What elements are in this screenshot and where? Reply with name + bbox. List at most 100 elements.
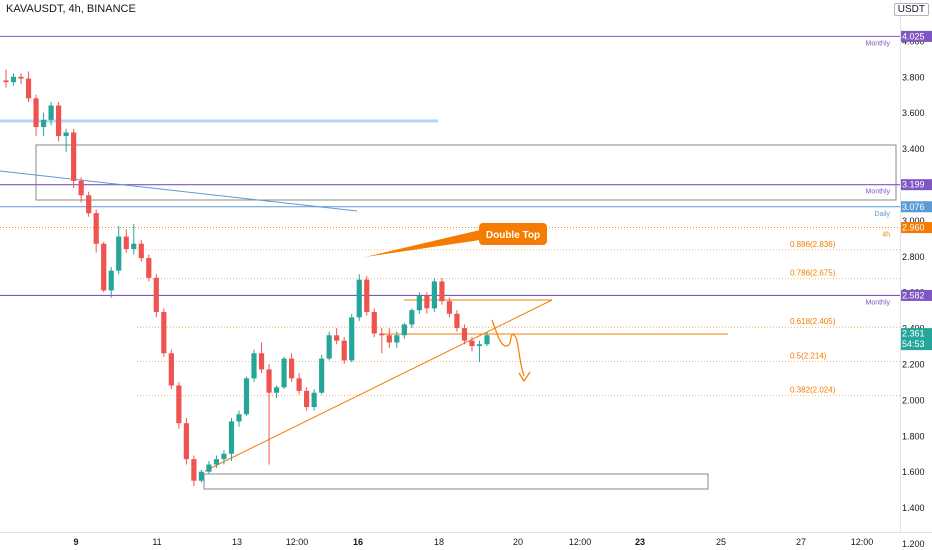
currency-badge[interactable]: USDT [893, 3, 929, 16]
x-tick-9: 25 [716, 537, 726, 547]
candle-body-38 [288, 358, 295, 379]
candle-body-62 [469, 340, 475, 347]
candle-body-39 [296, 378, 302, 391]
price-tag-bg-3 [900, 222, 932, 234]
x-tick-2: 13 [232, 537, 242, 547]
candle-body-4 [33, 98, 39, 128]
candle-body-7 [56, 105, 62, 137]
ascending-trendline [204, 299, 553, 472]
candle-body-40 [304, 390, 310, 408]
y-tick-13: 1.400 [902, 503, 925, 513]
candle-body-34 [258, 353, 265, 370]
candle-body-60 [454, 313, 460, 329]
descending-trendline [0, 170, 358, 212]
x-tick-4: 16 [353, 537, 363, 547]
double-top-pointer [365, 230, 480, 257]
candle-body-3 [25, 78, 32, 99]
candle-body-42 [319, 358, 325, 393]
price-tag-3: 2.960 [902, 223, 925, 233]
drawing-layer: Monthly Monthly Daily 4h Monthly 0.886(2.836)… [0, 35, 900, 490]
candle-body-24 [183, 423, 189, 460]
candle-body-21 [161, 311, 167, 354]
candle-body-44 [334, 335, 340, 341]
candle-body-18 [138, 243, 144, 259]
fib-label-2: 0.618(2.405) [790, 317, 836, 326]
candle-body-9 [71, 132, 77, 181]
demand-zone-box [203, 473, 709, 490]
candle-body-49 [371, 311, 377, 334]
x-tick-0: 9 [73, 537, 78, 547]
price-tag-5: 2.361 [902, 329, 925, 339]
supply-zone-box [35, 144, 897, 201]
candle-body-23 [176, 385, 182, 424]
candle-body-8 [63, 132, 69, 137]
price-tag-bg-5 [900, 328, 932, 351]
price-tag-countdown-5: 54:53 [902, 339, 925, 349]
x-tick-10: 27 [796, 537, 806, 547]
y-tick-2: 3.600 [902, 108, 925, 118]
y-tick-11: 1.800 [902, 431, 925, 441]
price-tag-0: 4.025 [902, 31, 925, 41]
candle-body-22 [168, 353, 174, 386]
candle-body-48 [364, 279, 370, 312]
candle-body-31 [236, 414, 242, 422]
price-tag-1: 3.199 [902, 180, 925, 190]
price-axis[interactable]: 4.0003.8003.6003.4003.2003.0002.8002.600… [900, 30, 932, 549]
fib-label-3: 0.5(2.214) [790, 351, 827, 360]
double-top-callout [479, 223, 547, 245]
candle-body-26 [198, 471, 205, 481]
candle-body-64 [484, 335, 490, 345]
candle-body-46 [349, 317, 355, 361]
candle-body-1 [10, 76, 17, 83]
candle-body-61 [461, 328, 468, 341]
y-tick-12: 1.600 [902, 467, 925, 477]
y-tick-3: 3.400 [902, 144, 925, 154]
candle-body-37 [281, 358, 287, 388]
candle-body-54 [409, 310, 415, 325]
candle-body-25 [191, 459, 197, 481]
price-tag-2: 3.076 [902, 202, 925, 212]
candle-body-13 [101, 243, 107, 291]
price-tag-bg-4 [900, 289, 932, 301]
y-tick-14: 1.200 [902, 539, 925, 549]
y-tick-6: 2.800 [902, 252, 925, 262]
candle-body-41 [311, 392, 317, 408]
price-tag-4: 2.582 [902, 290, 925, 300]
candle-body-47 [356, 279, 362, 318]
candle-body-30 [228, 421, 235, 454]
candle-body-55 [416, 295, 422, 311]
candle-body-5 [40, 119, 47, 128]
level-label-0: Monthly [865, 40, 890, 47]
x-tick-6: 20 [513, 537, 523, 547]
y-tick-10: 2.000 [902, 395, 925, 405]
candle-body-16 [123, 236, 129, 250]
fib-label-4: 0.382(2.024) [790, 386, 836, 395]
price-axis-divider [900, 0, 901, 532]
candle-body-52 [394, 335, 400, 343]
candle-body-51 [386, 335, 392, 343]
double-top-text: Double Top [486, 230, 540, 241]
candle-body-19 [146, 258, 152, 278]
candle-body-10 [78, 180, 84, 196]
level-label-2: Daily [874, 211, 890, 218]
candle-body-20 [153, 277, 159, 312]
candle-body-35 [266, 369, 272, 393]
candles-layer [3, 69, 490, 487]
candle-body-17 [131, 243, 137, 250]
candle-body-29 [221, 453, 227, 460]
price-tag-bg-0 [900, 30, 932, 42]
symbol-title: KAVAUSDT, 4h, BINANCE [6, 3, 136, 15]
candle-body-14 [108, 270, 114, 291]
candle-body-33 [251, 353, 257, 379]
y-tick-5: 3.000 [902, 216, 925, 226]
time-axis[interactable]: 9 11 13 12:00 16 18 20 12:00 23 25 27 12:00 [73, 537, 873, 547]
projected-path [491, 319, 525, 377]
candle-body-28 [213, 459, 220, 465]
candle-body-12 [93, 213, 99, 244]
candle-body-2 [18, 76, 24, 79]
price-tag-bg-1 [900, 179, 932, 191]
candle-body-45 [341, 340, 347, 361]
y-tick-9: 2.200 [902, 360, 925, 370]
candle-body-53 [401, 324, 407, 336]
